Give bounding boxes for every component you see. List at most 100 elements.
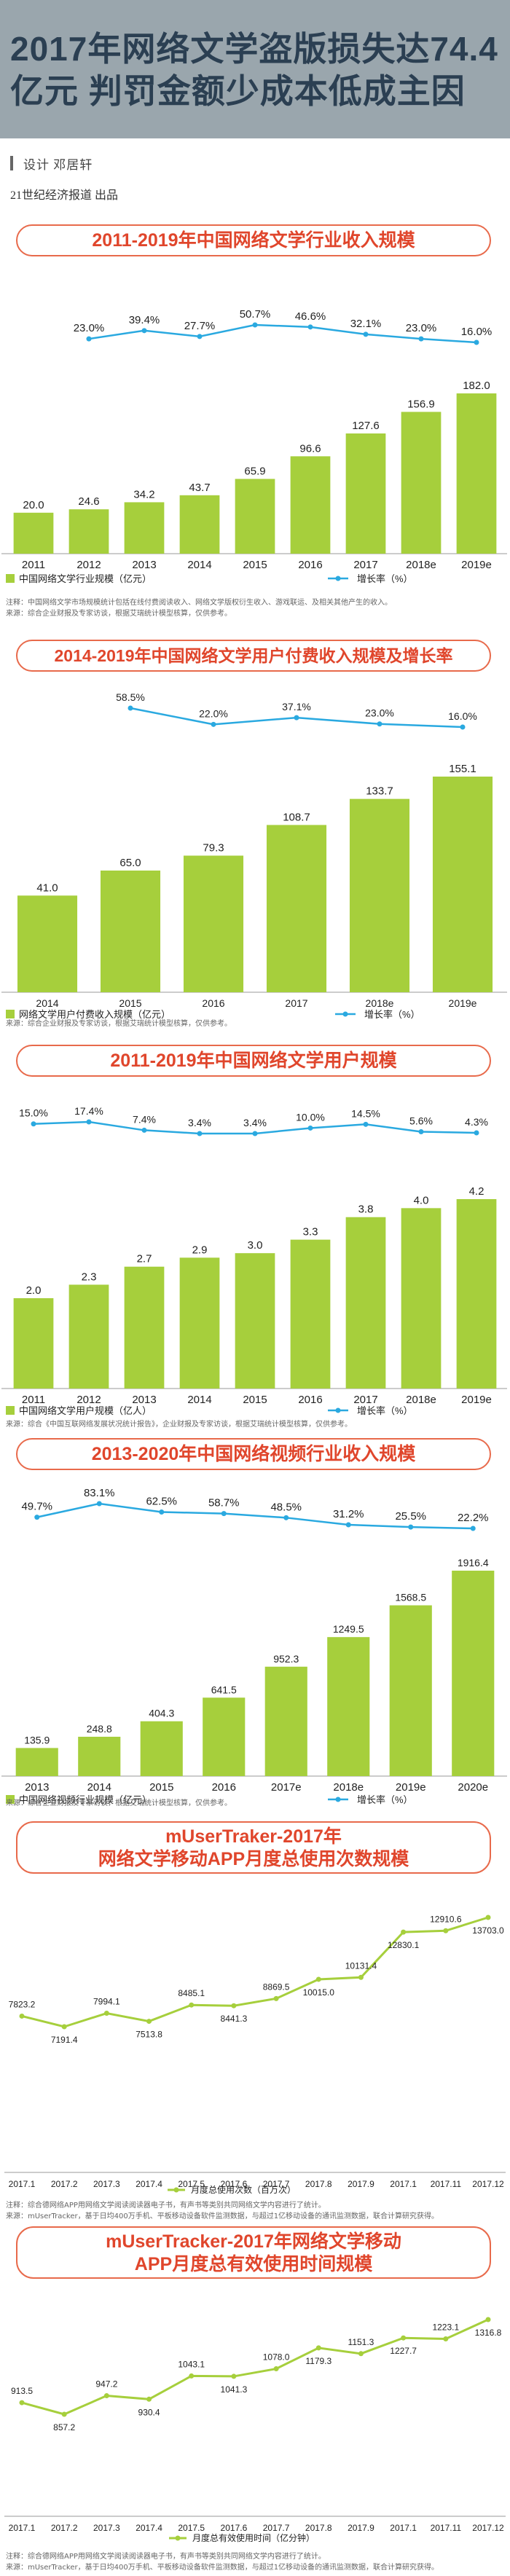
- x-tick-label: 2015: [149, 1781, 173, 1794]
- x-tick-label: 2019e: [461, 1394, 492, 1406]
- series-point: [401, 1929, 407, 1935]
- growth-rate-label: 15.0%: [19, 1107, 48, 1119]
- app-usage-count-chart: 7823.2 2017.1 7191.4 2017.2 7994.1 2017.3 7513…: [4, 1914, 506, 2195]
- bar-value-label: 4.2: [469, 1185, 484, 1198]
- bar-value-label: 3.0: [248, 1239, 263, 1252]
- bar: [456, 1199, 497, 1389]
- chart-notes: 注释：综合德网络APP用网络文学阅读阅读器电子书，有声书等类别共同网络文学内容进…: [6, 2551, 504, 2573]
- point-value-label: 1179.3: [305, 2356, 332, 2366]
- growth-rate-point: [363, 331, 369, 337]
- growth-rate-point: [307, 324, 313, 330]
- legend-line-marker: [335, 1796, 341, 1802]
- growth-rate-point: [474, 1130, 479, 1136]
- chart-source: 来源：综合企业财报及专家访谈，根据艾瑞统计模型核算，仅供参考。: [6, 1799, 232, 1807]
- growth-rate-point: [474, 339, 479, 345]
- series-point: [146, 2019, 152, 2025]
- bar: [13, 512, 54, 554]
- x-tick-label: 2018e: [406, 559, 436, 571]
- growth-rate-label: 27.7%: [184, 320, 216, 332]
- x-tick-label: 2018e: [333, 1781, 364, 1794]
- legend-bar-label: 中国网络文学行业规模（亿元）: [19, 573, 152, 584]
- series-point: [231, 2003, 237, 2008]
- chart-note: 注释：综合德网络APP用网络文学阅读阅读器电子书，有声书等类别共同网络文学内容进…: [6, 2553, 326, 2561]
- growth-rate-label: 5.6%: [409, 1115, 433, 1126]
- bar-value-label: 2.3: [82, 1271, 97, 1283]
- growth-rate-point: [283, 1515, 289, 1520]
- bar-value-label: 34.2: [133, 488, 154, 500]
- growth-rate-point: [221, 1511, 227, 1517]
- point-value-label: 12830.1: [388, 1940, 420, 1950]
- legend-label: 月度总有效使用时间（亿分钟）: [192, 2532, 315, 2543]
- x-tick-label: 2017: [353, 1394, 377, 1406]
- growth-rate-label: 4.3%: [465, 1116, 488, 1128]
- bar: [15, 1748, 58, 1776]
- growth-rate-point: [159, 1509, 165, 1515]
- bar: [290, 456, 331, 554]
- x-tick-label: 2013: [132, 1394, 156, 1406]
- x-tick-label: 2014: [187, 559, 211, 571]
- bar-value-label: 24.6: [78, 495, 99, 508]
- bar: [345, 1217, 386, 1389]
- point-value-label: 1151.3: [348, 2337, 374, 2347]
- growth-rate-label: 22.2%: [458, 1512, 489, 1524]
- bar-value-label: 182.0: [463, 380, 490, 392]
- chart-title: mUserTracker-2017年网络文学移动 APP月度总有效使用时间规模: [16, 2226, 491, 2279]
- series-point: [358, 1974, 364, 1980]
- x-tick-label: 2017.6: [221, 2179, 248, 2189]
- bar: [78, 1736, 121, 1776]
- chart-section-paid-revenue: 2014-2019年中国网络文学用户付费收入规模及增长率 41.0 2014 65.…: [0, 634, 510, 1042]
- growth-rate-label: 31.2%: [333, 1508, 364, 1520]
- growth-rate-label: 23.0%: [406, 322, 437, 334]
- x-tick-label: 2017.3: [93, 2179, 120, 2189]
- bar: [100, 870, 161, 992]
- series-point: [146, 2396, 152, 2402]
- bar-value-label: 96.6: [299, 442, 321, 455]
- legend-line-marker: [335, 1407, 341, 1413]
- bar: [179, 1257, 220, 1389]
- publisher-credit: 21世纪经济报道 出品: [10, 189, 119, 202]
- bar: [183, 855, 244, 992]
- growth-rate-label: 50.7%: [240, 308, 271, 321]
- growth-rate-point: [363, 1121, 369, 1127]
- x-tick-label: 2017.8: [305, 2179, 332, 2189]
- series-point: [485, 1915, 491, 1920]
- series-point: [103, 2011, 109, 2017]
- point-value-label: 7513.8: [136, 2030, 162, 2040]
- x-tick-label: 2015: [119, 997, 141, 1009]
- bar: [13, 1298, 54, 1389]
- growth-rate-point: [408, 1524, 414, 1530]
- bar-value-label: 248.8: [87, 1723, 112, 1735]
- bar: [456, 393, 497, 554]
- x-tick-label: 2017.5: [178, 2179, 205, 2189]
- chart-source: 来源：综合企业财报及专家访谈，根据艾瑞统计模型核算，仅供参考。: [6, 610, 232, 618]
- x-tick-label: 2019e: [396, 1781, 426, 1794]
- growth-rate-point: [211, 721, 216, 727]
- x-tick-label: 2013: [25, 1781, 49, 1794]
- point-value-label: 13703.0: [472, 1925, 504, 1936]
- industry-revenue-chart: 20.0 2011 24.6 2012 34.2 2013 43.7 2014 65.9 2015…: [1, 308, 507, 584]
- x-tick-label: 2017.8: [305, 2523, 332, 2533]
- legend-line-marker: [335, 576, 341, 581]
- legend-line-label: 增长率（%）: [357, 1405, 413, 1416]
- bar: [235, 479, 275, 554]
- x-tick-label: 2017.2: [51, 2179, 78, 2189]
- x-tick-label: 2015: [243, 559, 267, 571]
- chart-note: 注释：中国网络文学市场规模统计包括在线付费阅读收入、网络文学版权衍生收入、游戏联…: [6, 599, 392, 607]
- bar-value-label: 2.7: [137, 1253, 152, 1265]
- bar: [432, 777, 493, 992]
- x-tick-label: 2011: [22, 1394, 45, 1406]
- chart-notes: 来源：综合企业财报及专家访谈，根据艾瑞统计模型核算，仅供参考。: [6, 1798, 504, 1809]
- growth-rate-point: [345, 1522, 351, 1528]
- bar-value-label: 404.3: [149, 1708, 174, 1719]
- series-point: [61, 2024, 67, 2030]
- bar-value-label: 155.1: [449, 763, 476, 775]
- point-value-label: 1223.1: [432, 2322, 459, 2333]
- series-point: [273, 2366, 279, 2372]
- point-value-label: 10015.0: [303, 1987, 335, 1998]
- series-point: [103, 2393, 109, 2399]
- x-tick-label: 2017.1: [390, 2523, 417, 2533]
- growth-rate-label: 32.1%: [350, 318, 382, 330]
- chart-title: 2011-2019年中国网络文学用户规模: [16, 1045, 491, 1077]
- x-tick-label: 2016: [298, 1394, 322, 1406]
- growth-rate-point: [96, 1501, 102, 1507]
